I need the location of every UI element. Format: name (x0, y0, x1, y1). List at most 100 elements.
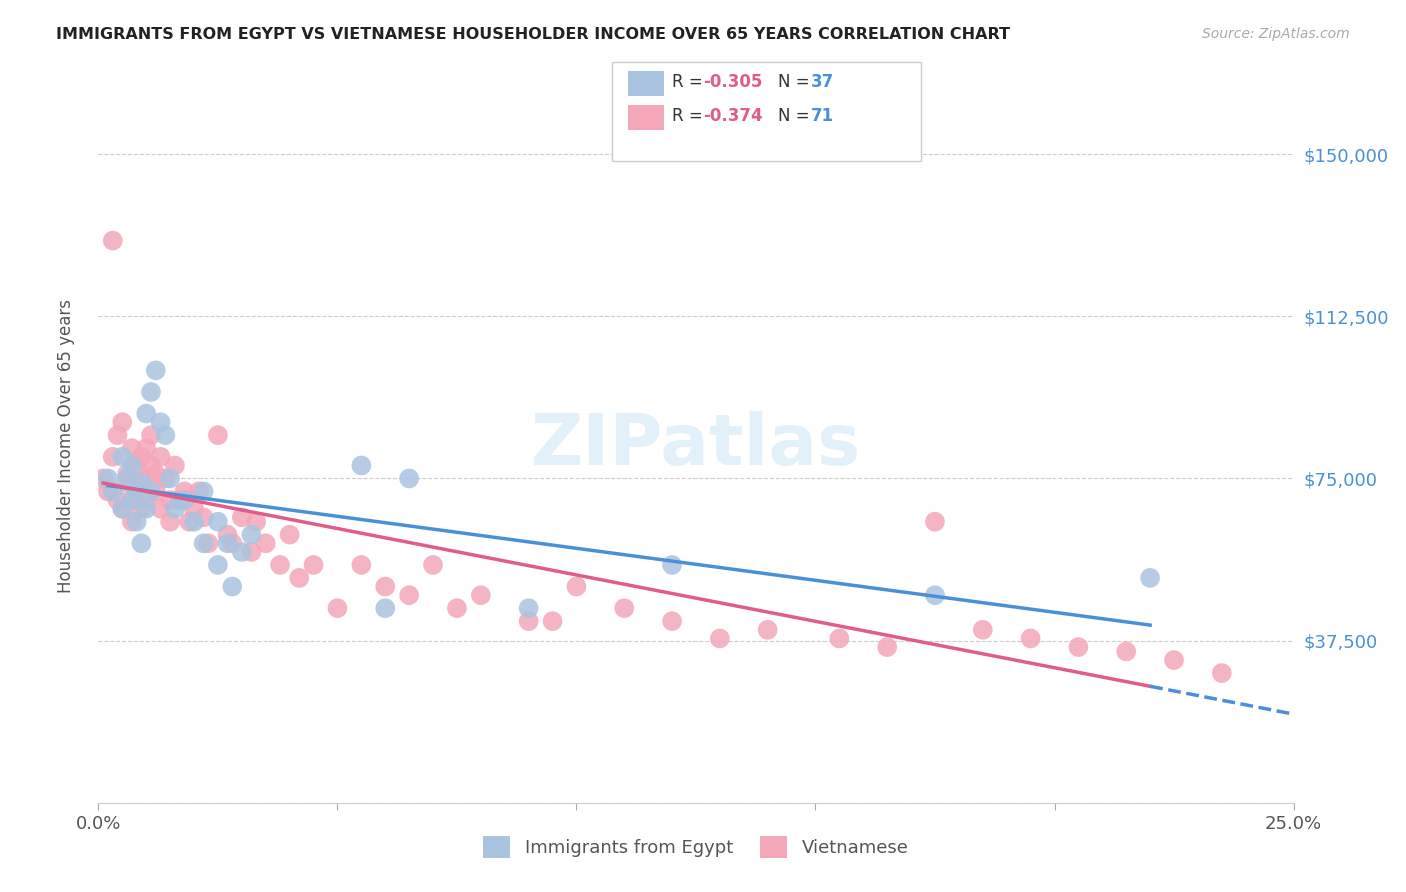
Point (231, 545, 253, 559)
Point (101, 450, 124, 464)
Point (97, 484, 120, 499)
Point (155, 471, 177, 485)
Point (159, 471, 181, 485)
Point (517, 601, 540, 615)
Point (517, 614, 540, 628)
Point (398, 588, 420, 602)
Point (231, 510, 253, 524)
Point (91, 471, 114, 485)
Point (159, 515, 181, 529)
Point (350, 458, 373, 473)
Point (541, 614, 564, 628)
Point (613, 601, 636, 615)
Text: -0.374: -0.374 (703, 107, 762, 125)
Point (139, 484, 162, 499)
Point (121, 493, 143, 508)
Point (1115, 644, 1137, 658)
Point (131, 501, 153, 516)
Point (326, 601, 349, 615)
Point (1067, 640, 1090, 654)
Point (240, 545, 263, 559)
Point (155, 428, 177, 442)
Point (217, 527, 239, 541)
Point (97, 471, 120, 485)
Point (183, 515, 205, 529)
Point (398, 471, 420, 485)
Point (187, 484, 209, 499)
Point (565, 580, 588, 594)
Text: 37: 37 (811, 73, 835, 91)
Point (446, 601, 468, 615)
Point (163, 501, 186, 516)
Point (245, 515, 267, 529)
Point (159, 493, 181, 508)
Legend: Immigrants from Egypt, Vietnamese: Immigrants from Egypt, Vietnamese (477, 829, 915, 865)
Point (1139, 571, 1161, 585)
Point (131, 475, 153, 490)
Point (193, 510, 215, 524)
Text: -0.305: -0.305 (703, 73, 762, 91)
Point (145, 484, 167, 499)
Point (661, 558, 683, 572)
Point (135, 441, 157, 455)
Point (193, 484, 215, 499)
Point (115, 475, 138, 490)
Point (149, 415, 172, 429)
Point (924, 588, 946, 602)
Point (135, 501, 157, 516)
Point (221, 580, 243, 594)
Point (115, 471, 138, 485)
Point (374, 601, 396, 615)
Text: N =: N = (778, 107, 814, 125)
Point (302, 558, 325, 572)
Point (101, 234, 124, 248)
Point (661, 614, 683, 628)
Point (173, 493, 195, 508)
Point (125, 515, 148, 529)
Point (756, 623, 779, 637)
Point (131, 536, 153, 550)
Text: Source: ZipAtlas.com: Source: ZipAtlas.com (1202, 27, 1350, 41)
Point (145, 363, 167, 377)
Point (709, 632, 731, 646)
Point (173, 484, 195, 499)
Point (254, 536, 277, 550)
Point (121, 441, 143, 455)
Point (1211, 666, 1233, 681)
Point (924, 515, 946, 529)
Point (111, 501, 134, 516)
Point (125, 484, 148, 499)
Point (1019, 632, 1042, 646)
Point (149, 450, 172, 464)
Point (169, 493, 191, 508)
Point (876, 640, 898, 654)
Point (207, 515, 229, 529)
Point (221, 536, 243, 550)
Point (207, 428, 229, 442)
Text: ZIPatlas: ZIPatlas (531, 411, 860, 481)
Point (422, 558, 444, 572)
Point (135, 493, 157, 508)
Point (149, 501, 172, 516)
Point (125, 484, 148, 499)
Point (163, 458, 186, 473)
Point (193, 536, 215, 550)
Text: R =: R = (672, 107, 709, 125)
Point (374, 580, 396, 594)
Point (350, 558, 373, 572)
Point (1163, 653, 1185, 667)
Point (139, 458, 162, 473)
Point (135, 407, 157, 421)
Point (269, 558, 291, 572)
Point (278, 527, 301, 541)
Point (139, 384, 162, 399)
Point (145, 467, 167, 482)
Point (107, 428, 129, 442)
Point (131, 450, 153, 464)
Text: R =: R = (672, 73, 709, 91)
Text: IMMIGRANTS FROM EGYPT VS VIETNAMESE HOUSEHOLDER INCOME OVER 65 YEARS CORRELATION: IMMIGRANTS FROM EGYPT VS VIETNAMESE HOUS… (56, 27, 1011, 42)
Point (197, 536, 219, 550)
Text: N =: N = (778, 73, 814, 91)
Y-axis label: Householder Income Over 65 years: Householder Income Over 65 years (56, 299, 75, 593)
Point (217, 536, 239, 550)
